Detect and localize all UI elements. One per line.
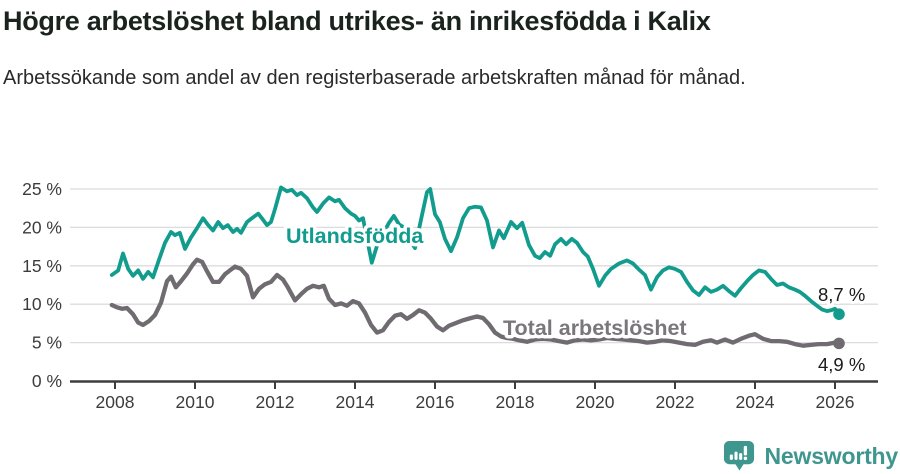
y-tick-label: 20 % bbox=[22, 217, 62, 237]
page-title: Högre arbetslöshet bland utrikes- än inr… bbox=[3, 6, 711, 36]
x-tick-label: 2016 bbox=[416, 392, 455, 412]
series-end-dot bbox=[833, 337, 845, 350]
newsworthy-branding: Newsworthy bbox=[723, 440, 898, 472]
newsworthy-logo-icon bbox=[723, 440, 754, 471]
chart-subtitle: Arbetssökande som andel av den registerb… bbox=[3, 67, 746, 89]
series-end-dot bbox=[833, 308, 845, 320]
x-tick-label: 2012 bbox=[256, 392, 295, 412]
series-end-value-label: 4,9 % bbox=[818, 354, 865, 375]
x-tick-label: 2024 bbox=[736, 392, 775, 412]
x-tick-label: 2026 bbox=[816, 392, 855, 412]
x-tick-label: 2014 bbox=[336, 392, 375, 412]
x-tick-label: 2018 bbox=[496, 392, 535, 412]
series-label: Utlandsfödda bbox=[286, 224, 424, 248]
x-tick-label: 2022 bbox=[656, 392, 695, 412]
series-label: Total arbetslöshet bbox=[503, 316, 687, 340]
y-tick-label: 15 % bbox=[22, 256, 62, 276]
x-tick-label: 2008 bbox=[96, 392, 135, 412]
x-tick-label: 2010 bbox=[176, 392, 215, 412]
series-line-total bbox=[109, 257, 842, 348]
series-end-value-label: 8,7 % bbox=[818, 284, 865, 305]
newsworthy-wordmark: Newsworthy bbox=[764, 442, 899, 469]
x-tick-label: 2020 bbox=[576, 392, 615, 412]
series-line-utlandsfodda bbox=[109, 185, 841, 317]
y-tick-label: 25 % bbox=[22, 179, 62, 199]
y-tick-label: 0 % bbox=[32, 371, 62, 391]
y-tick-label: 10 % bbox=[22, 294, 62, 314]
y-tick-label: 5 % bbox=[32, 333, 62, 353]
